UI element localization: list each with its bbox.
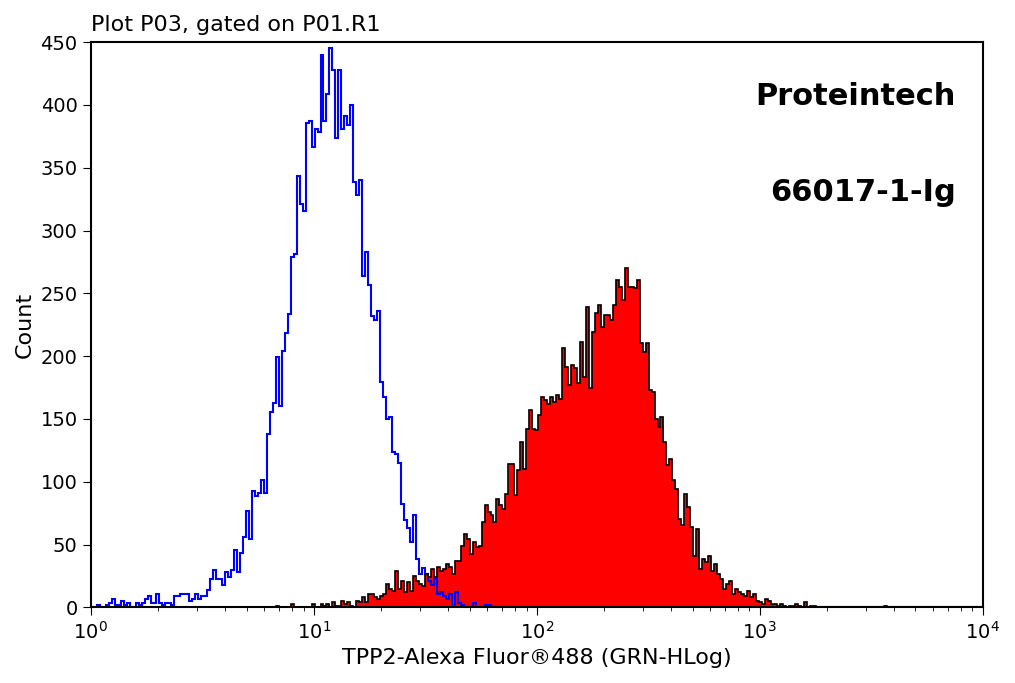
Y-axis label: Count: Count	[15, 292, 35, 358]
X-axis label: TPP2-Alexa Fluor®488 (GRN-HLog): TPP2-Alexa Fluor®488 (GRN-HLog)	[342, 648, 732, 668]
Text: Proteintech: Proteintech	[755, 82, 956, 111]
Polygon shape	[91, 268, 983, 607]
Text: 66017-1-Ig: 66017-1-Ig	[770, 178, 956, 207]
Text: Plot P03, gated on P01.R1: Plot P03, gated on P01.R1	[91, 15, 381, 35]
